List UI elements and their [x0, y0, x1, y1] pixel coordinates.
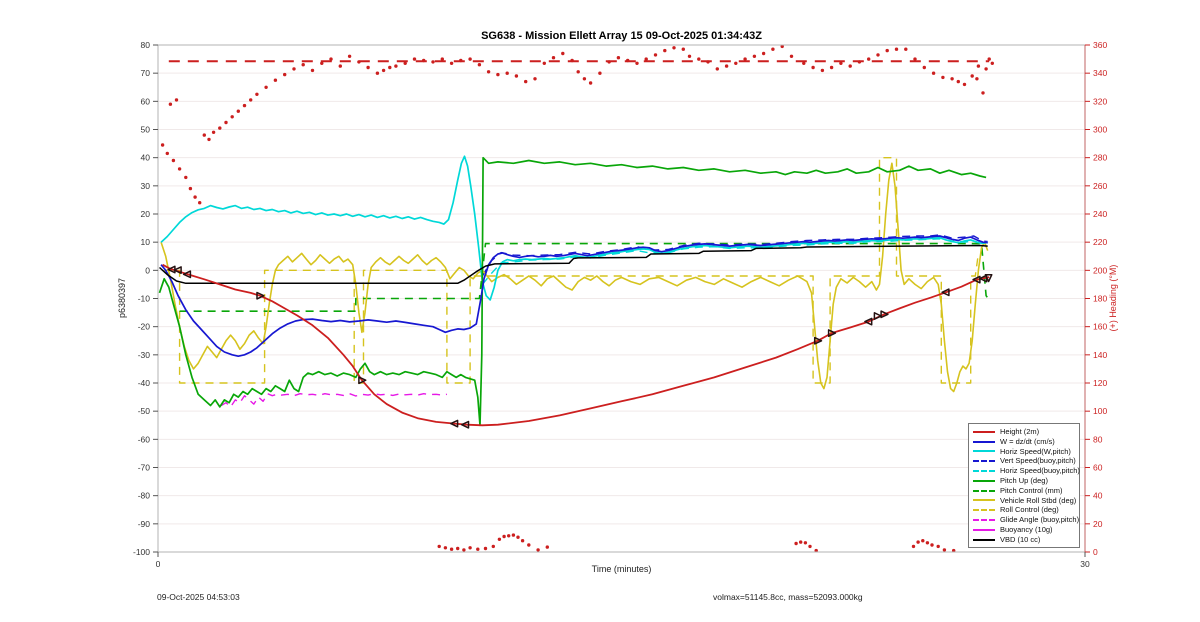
svg-text:-60: -60: [138, 434, 151, 444]
legend-label: Pitch Control (mm): [1000, 485, 1063, 495]
svg-text:-80: -80: [138, 491, 151, 501]
svg-text:-20: -20: [138, 322, 151, 332]
legend-swatch-solid-line-icon: [973, 528, 995, 531]
legend-label: Vert Speed(buoy,pitch): [1000, 456, 1076, 466]
legend-label: Horiz Speed(W,pitch): [1000, 446, 1071, 456]
legend-label: Roll Control (deg): [1000, 505, 1059, 515]
legend-item: Vehicle Roll Stbd (deg): [973, 495, 1077, 506]
svg-text:20: 20: [141, 209, 151, 219]
svg-text:100: 100: [1093, 406, 1107, 416]
svg-text:-10: -10: [138, 294, 151, 304]
svg-text:300: 300: [1093, 125, 1107, 135]
svg-text:30: 30: [1080, 559, 1090, 569]
svg-text:160: 160: [1093, 322, 1107, 332]
legend-label: Vehicle Roll Stbd (deg): [1000, 495, 1077, 505]
svg-text:40: 40: [141, 153, 151, 163]
legend-label: Height (2m): [1000, 427, 1040, 436]
svg-text:-40: -40: [138, 378, 151, 388]
y-axis-left-label: p6380397: [117, 277, 127, 319]
svg-text:0: 0: [156, 559, 161, 569]
legend-label: Glide Angle (buoy,pitch): [1000, 515, 1080, 525]
chart-title: SG638 - Mission Ellett Array 15 09-Oct-2…: [481, 30, 762, 42]
legend-label: Horiz Speed(buoy,pitch): [1000, 466, 1080, 476]
svg-text:140: 140: [1093, 350, 1107, 360]
svg-text:20: 20: [1093, 519, 1103, 529]
x-axis-label: Time (minutes): [591, 564, 652, 574]
volmax-mass-info: volmax=51145.8cc, mass=52093.000kg: [713, 592, 863, 602]
legend-label: Buoyancy (10g): [1000, 524, 1053, 534]
legend-item: Pitch Up (deg): [973, 476, 1075, 486]
svg-text:40: 40: [1093, 491, 1103, 501]
svg-text:80: 80: [141, 40, 151, 50]
legend-swatch-dashed-line-icon: [973, 509, 995, 512]
legend-item: Pitch Control (mm): [973, 486, 1075, 496]
legend-item: Horiz Speed(buoy,pitch): [973, 466, 1080, 476]
svg-text:-70: -70: [138, 463, 151, 473]
svg-text:120: 120: [1093, 378, 1107, 388]
legend-swatch-dashed-line-icon: [973, 470, 995, 473]
legend-swatch-solid-line-icon: [973, 499, 995, 502]
svg-text:-100: -100: [133, 547, 150, 557]
legend-label: VBD (10 cc): [1000, 534, 1041, 544]
legend-item: Vert Speed(buoy,pitch): [973, 456, 1076, 466]
svg-text:50: 50: [141, 125, 151, 135]
svg-text:60: 60: [1093, 463, 1103, 473]
svg-text:260: 260: [1093, 181, 1107, 191]
legend-swatch-dashed-line-icon: [973, 519, 995, 522]
svg-text:280: 280: [1093, 153, 1107, 163]
svg-text:80: 80: [1093, 434, 1103, 444]
svg-text:10: 10: [141, 237, 151, 247]
svg-text:340: 340: [1093, 68, 1107, 78]
svg-text:-90: -90: [138, 519, 151, 529]
legend-swatch-solid-line-icon: [973, 479, 995, 482]
processing-timestamp: 09-Oct-2025 04:53:03: [157, 592, 240, 602]
y-axis-right-label: (+) Heading (°M): [1108, 264, 1118, 332]
legend-swatch-dashed-line-icon: [973, 489, 995, 492]
legend-swatch-solid-line-icon: [973, 430, 995, 433]
legend-item: Roll Control (deg): [973, 505, 1075, 515]
legend-item: Horiz Speed(W,pitch): [973, 447, 1075, 457]
svg-text:70: 70: [141, 68, 151, 78]
svg-text:200: 200: [1093, 265, 1107, 275]
svg-text:60: 60: [141, 96, 151, 106]
legend-label: W = dz/dt (cm/s): [1000, 436, 1055, 446]
legend-swatch-solid-line-icon: [973, 440, 995, 443]
legend-box: Height (2m) W = dz/dt (cm/s) Horiz Speed(W…: [968, 423, 1080, 548]
legend-swatch-dashed-line-icon: [973, 460, 995, 463]
svg-text:-30: -30: [138, 350, 151, 360]
svg-text:320: 320: [1093, 96, 1107, 106]
legend-item: Height (2m): [973, 427, 1075, 437]
legend-item: W = dz/dt (cm/s): [973, 437, 1075, 447]
legend-swatch-solid-line-icon: [973, 538, 995, 541]
svg-text:0: 0: [1093, 547, 1098, 557]
legend-item: Glide Angle (buoy,pitch): [973, 515, 1079, 525]
legend-label: Pitch Up (deg): [1000, 475, 1048, 485]
legend-item: VBD (10 cc): [973, 535, 1075, 545]
svg-text:180: 180: [1093, 294, 1107, 304]
legend-item: Buoyancy (10g): [973, 525, 1075, 535]
svg-text:30: 30: [141, 181, 151, 191]
svg-text:220: 220: [1093, 237, 1107, 247]
svg-text:360: 360: [1093, 40, 1107, 50]
svg-text:-50: -50: [138, 406, 151, 416]
svg-text:240: 240: [1093, 209, 1107, 219]
svg-text:0: 0: [145, 265, 150, 275]
legend-swatch-solid-line-icon: [973, 450, 995, 453]
